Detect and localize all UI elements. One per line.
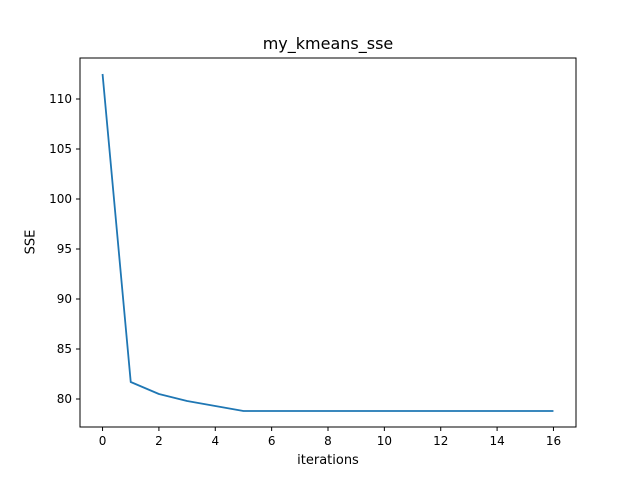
y-tick-label: 95 [57, 242, 72, 256]
data-point [553, 410, 555, 412]
data-point [468, 410, 470, 412]
x-tick-label: 6 [268, 434, 276, 448]
x-tick-label: 8 [324, 434, 332, 448]
y-tick-label: 110 [49, 92, 72, 106]
series-line [101, 73, 554, 412]
data-point [158, 393, 160, 395]
data-point [186, 400, 188, 402]
y-axis-label: SSE [23, 229, 39, 255]
y-tick-label: 80 [57, 392, 72, 406]
data-point [243, 410, 245, 412]
series-layer [101, 73, 555, 412]
x-tick-label: 10 [377, 434, 392, 448]
data-point [383, 410, 385, 412]
data-point [271, 410, 273, 412]
y-tick-label: 105 [49, 142, 72, 156]
data-point [440, 410, 442, 412]
data-point [496, 410, 498, 412]
data-point [327, 410, 329, 412]
data-point [355, 410, 357, 412]
data-point [130, 381, 132, 383]
axis-ticks: 0 2 4 6 8 10 12 14 16 80 85 90 95 100 105 110 [49, 92, 561, 448]
y-tick-label: 85 [57, 342, 72, 356]
data-point [102, 73, 104, 75]
data-point [214, 405, 216, 407]
x-tick-label: 4 [211, 434, 219, 448]
plot-frame [79, 57, 577, 428]
x-tick-label: 2 [155, 434, 163, 448]
x-tick-label: 16 [546, 434, 561, 448]
x-tick-label: 14 [489, 434, 504, 448]
chart-title: my_kmeans_sse [262, 34, 394, 53]
x-axis-label: iterations [297, 453, 359, 468]
data-point [524, 410, 526, 412]
data-point [299, 410, 301, 412]
y-tick-label: 90 [57, 292, 72, 306]
x-tick-label: 0 [99, 434, 107, 448]
data-point [412, 410, 414, 412]
x-tick-label: 12 [433, 434, 448, 448]
y-tick-label: 100 [49, 192, 72, 206]
